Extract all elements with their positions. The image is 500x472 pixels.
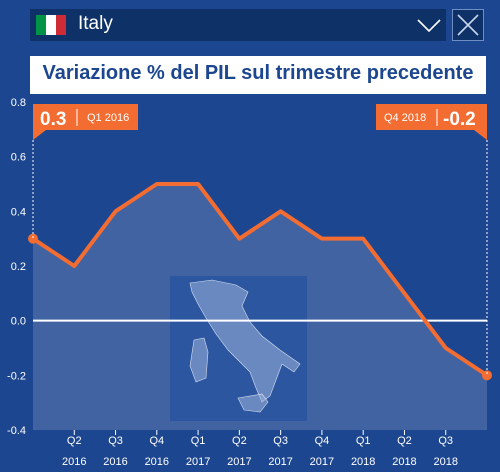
country-label: Italy [78, 13, 113, 34]
start-period: Q1 2016 [87, 112, 129, 124]
sardinia-shape [189, 337, 209, 383]
x-tick-year: 2016 [62, 456, 86, 468]
y-tick-label: -0.2 [7, 370, 26, 382]
x-tick-quarter: Q3 [273, 435, 288, 447]
x-tick-year: 2018 [433, 456, 457, 468]
end-period: Q4 2018 [384, 112, 426, 124]
chart-title: Variazione % del PIL sul trimestre prece… [42, 62, 474, 84]
chevron-down-icon[interactable] [416, 15, 442, 35]
x-tick-quarter: Q4 [149, 435, 164, 447]
italy-mainland-shape [189, 279, 301, 403]
start-annotation-box [33, 104, 138, 140]
x-tick-year: 2017 [186, 456, 210, 468]
x-tick-quarter: Q2 [232, 435, 247, 447]
y-tick-label: 0.4 [11, 206, 26, 218]
endpoint-marker [482, 370, 492, 381]
close-button[interactable] [452, 9, 484, 41]
x-tick-quarter: Q1 [191, 435, 206, 447]
x-tick-quarter: Q2 [67, 435, 82, 447]
y-tick-label: 0.8 [11, 97, 26, 109]
italy-flag-icon [36, 15, 66, 35]
y-tick-label: 0.2 [11, 261, 26, 273]
x-tick-quarter: Q4 [315, 435, 330, 447]
x-tick-year: 2016 [145, 456, 169, 468]
close-icon [457, 14, 479, 36]
y-tick-label: 0.6 [11, 152, 26, 164]
x-tick-year: 2017 [268, 456, 292, 468]
x-tick-year: 2018 [392, 456, 416, 468]
x-tick-quarter: Q2 [397, 435, 412, 447]
x-tick-quarter: Q3 [438, 435, 453, 447]
y-tick-label: 0.0 [11, 316, 26, 328]
x-tick-year: 2017 [310, 456, 334, 468]
start-value: 0.3 [40, 109, 66, 130]
sicily-shape [237, 393, 269, 413]
chart-title-box: Variazione % del PIL sul trimestre prece… [30, 56, 486, 94]
italy-map-icon [170, 276, 307, 421]
endpoint-marker [28, 233, 38, 244]
x-tick-year: 2017 [227, 456, 251, 468]
country-selector[interactable]: Italy [30, 9, 446, 41]
x-tick-quarter: Q1 [356, 435, 371, 447]
end-annotation-box [376, 104, 487, 140]
end-value: -0.2 [443, 109, 476, 130]
series-line [31, 182, 489, 378]
y-tick-label: -0.4 [7, 425, 26, 437]
x-tick-year: 2016 [103, 456, 127, 468]
x-tick-year: 2018 [351, 456, 375, 468]
x-tick-quarter: Q3 [108, 435, 123, 447]
